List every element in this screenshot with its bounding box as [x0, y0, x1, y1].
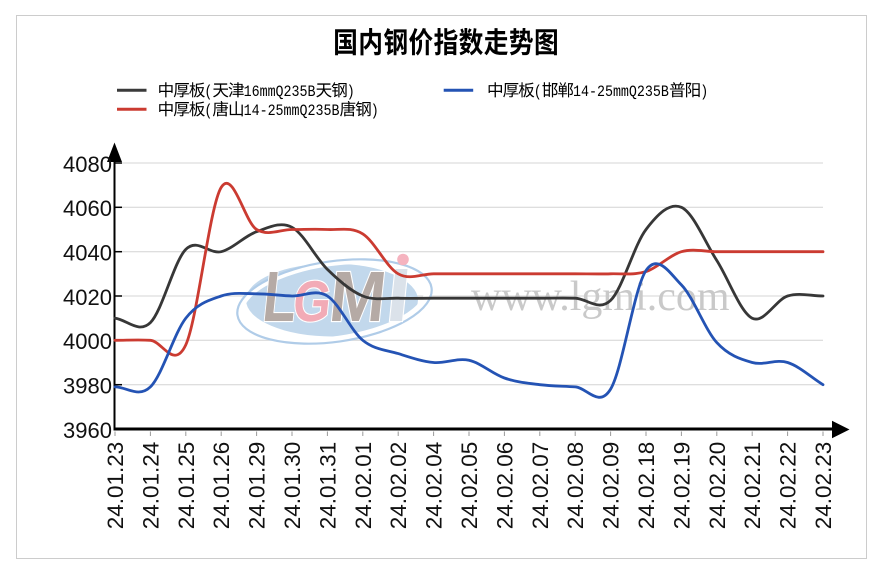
svg-text:24.02.18: 24.02.18: [634, 442, 659, 530]
svg-text:24.02.09: 24.02.09: [599, 442, 624, 530]
svg-text:4060: 4060: [63, 196, 112, 221]
svg-text:(: (: [204, 103, 212, 120]
svg-text:24.01.24: 24.01.24: [138, 442, 163, 530]
svg-text:4020: 4020: [63, 285, 112, 310]
svg-text:4000: 4000: [63, 329, 112, 354]
svg-text:16mmQ235B: 16mmQ235B: [244, 84, 316, 101]
svg-text:24.02.19: 24.02.19: [669, 442, 694, 530]
svg-text:14-25mmQ235B: 14-25mmQ235B: [244, 103, 340, 120]
svg-text:24.02.04: 24.02.04: [422, 442, 447, 530]
svg-text:24.02.05: 24.02.05: [457, 442, 482, 530]
svg-text:(: (: [204, 84, 212, 101]
svg-text:24.02.01: 24.02.01: [351, 442, 376, 530]
svg-text:3980: 3980: [63, 374, 112, 399]
svg-text:G: G: [290, 270, 334, 334]
svg-text:24.01.31: 24.01.31: [315, 442, 340, 530]
svg-text:): ): [371, 103, 379, 120]
svg-text:4040: 4040: [63, 241, 112, 266]
svg-text:24.01.30: 24.01.30: [280, 442, 305, 530]
svg-text:14-25mmQ235B: 14-25mmQ235B: [573, 84, 669, 101]
svg-text:24.02.07: 24.02.07: [528, 442, 553, 530]
svg-text:24.01.29: 24.01.29: [245, 442, 270, 530]
svg-text:): ): [700, 84, 708, 101]
svg-text:24.02.21: 24.02.21: [740, 442, 765, 530]
svg-text:24.02.02: 24.02.02: [386, 442, 411, 530]
svg-text:24.02.23: 24.02.23: [811, 442, 836, 530]
svg-text:3960: 3960: [63, 418, 112, 443]
svg-text:24.02.22: 24.02.22: [776, 442, 801, 530]
svg-text:M: M: [326, 256, 390, 336]
svg-text:24.01.25: 24.01.25: [174, 442, 199, 530]
svg-text:(: (: [534, 84, 542, 101]
svg-text:24.02.06: 24.02.06: [492, 442, 517, 530]
svg-text:24.01.26: 24.01.26: [209, 442, 234, 530]
svg-text:24.01.23: 24.01.23: [103, 442, 128, 530]
svg-text:4080: 4080: [63, 152, 112, 177]
svg-text:24.02.08: 24.02.08: [563, 442, 588, 530]
svg-text:): ): [347, 84, 355, 101]
svg-text:24.02.20: 24.02.20: [705, 442, 730, 530]
